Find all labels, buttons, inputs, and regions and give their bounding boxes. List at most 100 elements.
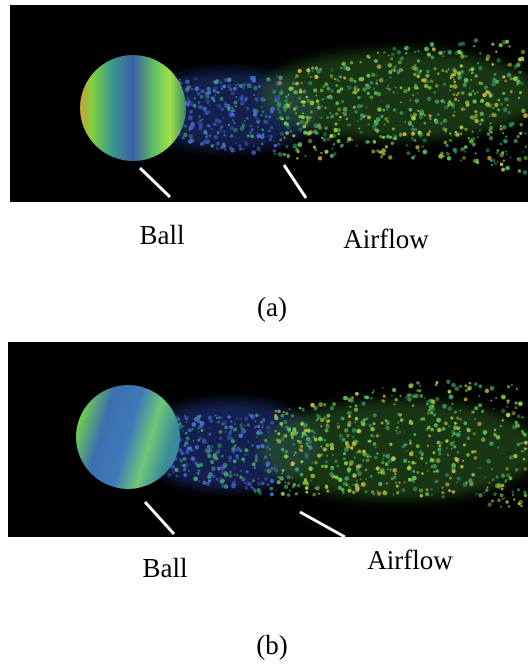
flow-particle bbox=[246, 117, 249, 120]
flow-particle bbox=[497, 161, 499, 163]
flow-particle bbox=[493, 114, 497, 118]
flow-particle bbox=[345, 441, 349, 445]
flow-particle bbox=[374, 91, 378, 95]
flow-particle bbox=[405, 121, 407, 123]
flow-particle bbox=[496, 151, 499, 154]
flow-particle bbox=[270, 421, 274, 425]
flow-particle bbox=[503, 160, 505, 162]
flow-particle bbox=[379, 78, 384, 83]
flow-particle bbox=[220, 86, 223, 89]
flow-particle bbox=[255, 414, 258, 417]
flow-particle bbox=[460, 159, 462, 161]
flow-particle bbox=[228, 456, 232, 460]
flow-particle bbox=[220, 479, 224, 483]
flow-particle bbox=[507, 64, 509, 66]
flow-particle bbox=[204, 131, 206, 133]
flow-particle bbox=[453, 93, 456, 96]
flow-particle bbox=[264, 439, 267, 442]
flow-particle bbox=[340, 438, 342, 440]
flow-particle bbox=[201, 89, 205, 93]
flow-particle bbox=[317, 103, 319, 105]
flow-particle bbox=[246, 84, 248, 86]
flow-particle bbox=[346, 434, 349, 437]
flow-particle bbox=[387, 468, 389, 470]
flow-particle bbox=[501, 488, 504, 491]
flow-particle bbox=[217, 421, 219, 423]
flow-particle bbox=[465, 389, 468, 392]
flow-particle bbox=[493, 493, 496, 496]
flow-particle bbox=[288, 94, 290, 96]
flow-particle bbox=[281, 89, 283, 91]
flow-particle bbox=[399, 413, 402, 416]
flow-particle bbox=[505, 40, 509, 44]
flow-particle bbox=[269, 135, 272, 138]
flow-particle bbox=[374, 141, 376, 143]
flow-particle bbox=[407, 466, 412, 471]
flow-particle bbox=[440, 122, 443, 125]
flow-particle bbox=[257, 477, 259, 479]
flow-particle bbox=[265, 114, 267, 116]
flow-particle bbox=[314, 461, 317, 464]
flow-particle bbox=[349, 77, 354, 82]
flow-particle bbox=[506, 153, 508, 155]
flow-particle bbox=[274, 96, 276, 98]
flow-particle bbox=[468, 93, 472, 97]
flow-particle bbox=[436, 458, 441, 463]
flow-particle bbox=[167, 473, 171, 477]
flow-particle bbox=[233, 128, 238, 133]
flow-particle bbox=[520, 442, 522, 444]
flow-particle bbox=[492, 159, 496, 163]
flow-particle bbox=[232, 119, 234, 121]
flow-particle bbox=[469, 69, 471, 71]
flow-particle bbox=[237, 99, 239, 101]
flow-particle bbox=[308, 139, 313, 144]
flow-particle bbox=[223, 144, 226, 147]
flow-particle bbox=[474, 93, 476, 95]
flow-particle bbox=[386, 104, 390, 108]
flow-particle bbox=[428, 409, 431, 412]
flow-particle bbox=[352, 428, 357, 433]
flow-particle bbox=[433, 471, 435, 473]
flow-particle bbox=[293, 146, 295, 148]
flow-particle bbox=[410, 114, 413, 117]
flow-particle bbox=[414, 85, 418, 89]
flow-particle bbox=[429, 117, 432, 120]
flow-particle bbox=[295, 112, 297, 114]
flow-particle bbox=[386, 87, 388, 89]
flow-particle bbox=[447, 156, 451, 160]
flow-particle bbox=[387, 461, 389, 463]
flow-particle bbox=[251, 128, 254, 131]
flow-particle bbox=[244, 416, 249, 421]
flow-particle bbox=[224, 472, 229, 477]
flow-particle bbox=[325, 82, 328, 85]
flow-particle bbox=[479, 467, 481, 469]
flow-particle bbox=[360, 118, 363, 121]
flow-particle bbox=[515, 406, 518, 409]
flow-particle bbox=[200, 101, 202, 103]
flow-particle bbox=[317, 454, 321, 458]
flow-particle bbox=[375, 75, 377, 77]
flow-particle bbox=[373, 422, 376, 425]
flow-particle bbox=[306, 96, 308, 98]
flow-particle bbox=[521, 450, 523, 452]
flow-particle bbox=[292, 134, 295, 137]
flow-particle bbox=[455, 386, 460, 391]
flow-particle bbox=[388, 55, 390, 57]
flow-particle bbox=[197, 420, 201, 424]
flow-particle bbox=[265, 115, 268, 118]
flow-particle bbox=[347, 411, 352, 416]
flow-particle bbox=[210, 460, 214, 464]
flow-particle bbox=[306, 482, 309, 485]
flow-particle bbox=[254, 420, 256, 422]
flow-particle bbox=[260, 432, 263, 435]
flow-particle bbox=[330, 466, 334, 470]
flow-particle bbox=[408, 122, 412, 126]
flow-particle bbox=[502, 419, 504, 421]
flow-particle bbox=[219, 430, 223, 434]
flow-particle bbox=[281, 448, 284, 451]
flow-particle bbox=[409, 442, 411, 444]
flow-particle bbox=[414, 67, 419, 72]
flow-particle bbox=[490, 131, 492, 133]
flow-particle bbox=[377, 64, 382, 69]
flow-particle bbox=[277, 118, 279, 120]
